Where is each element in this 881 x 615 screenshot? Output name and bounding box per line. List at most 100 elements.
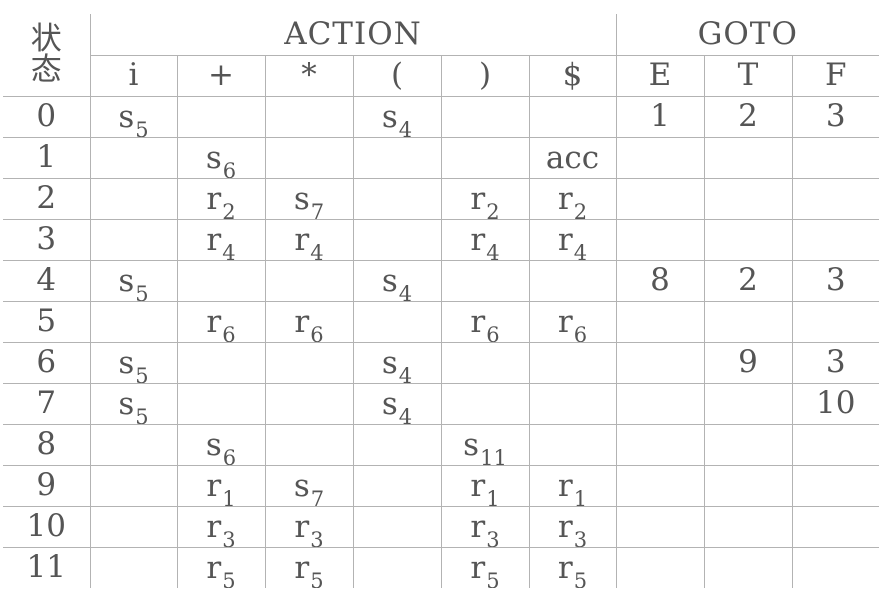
table-row: 3 r4 r4 r4 r4 — [3, 218, 879, 261]
action-symbol: s — [205, 427, 222, 463]
action-cell: r4 — [264, 218, 354, 261]
action-cell — [528, 95, 617, 138]
table-row: 10 r3 r3 r3 r3 — [3, 505, 879, 548]
action-cell: r4 — [528, 218, 617, 261]
action-cell — [176, 259, 266, 302]
action-subscript: 4 — [486, 241, 500, 260]
action-cell: s6 — [176, 136, 266, 179]
action-cell: s6 — [176, 423, 266, 466]
action-cell: r3 — [440, 505, 530, 548]
goto-group-header: GOTO — [615, 14, 879, 56]
action-cell — [89, 505, 178, 548]
action-subscript: 5 — [573, 569, 588, 588]
action-column-header: $ — [528, 54, 617, 97]
state-cell: 3 — [3, 218, 91, 261]
action-symbol: s — [118, 99, 135, 135]
goto-cell: 3 — [791, 341, 879, 384]
action-cell — [440, 382, 530, 425]
action-entry: s4 — [381, 386, 412, 424]
goto-cell — [703, 546, 793, 588]
action-entry: r4 — [206, 225, 235, 260]
goto-cell — [791, 464, 879, 507]
action-symbol: s — [205, 140, 222, 176]
action-symbol: r — [470, 509, 486, 545]
goto-cell — [791, 177, 879, 220]
action-subscript: 6 — [573, 323, 588, 342]
goto-cell: 9 — [703, 341, 793, 384]
action-subscript: 5 — [486, 569, 500, 588]
goto-cell — [615, 423, 705, 466]
action-subscript: 5 — [135, 364, 149, 383]
action-symbol: r — [294, 550, 310, 587]
action-cell — [352, 464, 442, 507]
action-cell — [528, 382, 617, 425]
action-symbol: s — [381, 263, 398, 299]
state-label-top: 状 — [30, 20, 62, 57]
action-subscript: 4 — [573, 241, 588, 260]
action-symbol: r — [206, 181, 222, 217]
goto-cell — [791, 505, 879, 548]
action-cell — [440, 95, 530, 138]
action-entry: r5 — [294, 550, 323, 588]
action-cell — [440, 341, 530, 384]
action-cell — [264, 95, 354, 138]
action-subscript: 6 — [222, 159, 237, 178]
action-entry: r5 — [470, 553, 499, 588]
action-entry: r2 — [470, 184, 499, 219]
action-subscript: 5 — [135, 118, 149, 137]
action-symbol: r — [470, 222, 486, 258]
action-subscript: 5 — [135, 282, 149, 301]
goto-cell — [615, 546, 705, 588]
action-cell: s5 — [89, 259, 178, 302]
action-entry: r3 — [294, 512, 323, 547]
action-entry: r3 — [558, 512, 587, 547]
goto-cell: 3 — [791, 259, 879, 302]
action-cell: s11 — [440, 423, 530, 466]
state-cell: 1 — [3, 136, 91, 179]
action-cell — [528, 341, 617, 384]
action-subscript: 11 — [480, 446, 507, 465]
action-cell: r5 — [176, 546, 266, 588]
action-column-header: i — [90, 54, 178, 97]
action-entry: r4 — [470, 222, 499, 260]
action-entry: r4 — [557, 222, 587, 260]
goto-cell — [703, 300, 793, 343]
action-cell — [89, 464, 178, 507]
action-cell: s5 — [89, 95, 178, 138]
action-cell: r6 — [176, 300, 266, 343]
state-column-header: 状 态 — [3, 14, 91, 97]
action-cell — [89, 300, 178, 343]
action-cell — [352, 300, 442, 343]
state-label-bottom: 态 — [30, 51, 62, 88]
action-entry: r6 — [294, 307, 323, 342]
action-entry: r6 — [206, 307, 235, 342]
action-cell: acc — [528, 136, 617, 179]
action-symbol: r — [206, 509, 222, 545]
action-entry: r5 — [558, 553, 587, 588]
goto-cell — [791, 300, 879, 343]
action-symbol: s — [381, 386, 398, 422]
action-subscript: 6 — [310, 323, 324, 342]
action-subscript: 3 — [486, 528, 500, 547]
action-cell: r1 — [528, 464, 617, 507]
state-cell: 5 — [3, 300, 91, 343]
goto-cell — [791, 423, 879, 466]
action-entry: r2 — [557, 181, 587, 219]
table-row: 4 s5 s4 8 2 3 — [3, 259, 879, 302]
action-cell — [89, 218, 178, 261]
action-entry: r2 — [206, 181, 235, 219]
table-row: 5 r6 r6 r6 r6 — [3, 300, 879, 343]
table-row: 8 s6 s11 — [3, 423, 879, 466]
state-cell: 11 — [3, 546, 91, 588]
action-symbol: r — [557, 222, 573, 258]
action-cell: s5 — [89, 382, 178, 425]
action-cell — [264, 136, 354, 179]
goto-column-header: T — [703, 54, 793, 97]
action-entry: r3 — [470, 509, 499, 547]
action-subscript: 1 — [486, 487, 500, 506]
action-entry: s5 — [118, 389, 148, 424]
action-entry: s11 — [463, 430, 507, 465]
action-symbol: r — [557, 181, 573, 217]
action-entry: s5 — [118, 99, 148, 137]
action-cell — [352, 505, 442, 548]
